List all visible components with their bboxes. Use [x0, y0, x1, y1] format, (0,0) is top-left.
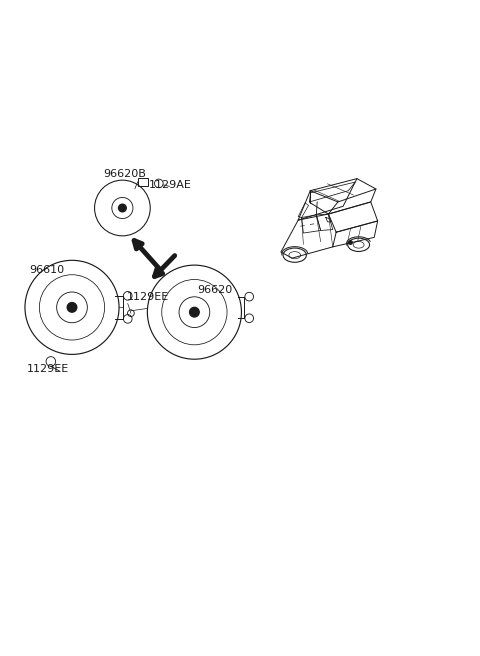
Circle shape: [67, 302, 77, 312]
Text: 1129AE: 1129AE: [149, 180, 192, 190]
Text: 96620B: 96620B: [103, 169, 146, 179]
Text: 96610: 96610: [29, 266, 64, 276]
Circle shape: [119, 204, 126, 212]
Text: 1129EE: 1129EE: [127, 292, 169, 302]
Text: 96620: 96620: [197, 285, 232, 295]
Text: 1129EE: 1129EE: [26, 364, 69, 374]
Bar: [138, 178, 148, 186]
Circle shape: [190, 308, 199, 317]
